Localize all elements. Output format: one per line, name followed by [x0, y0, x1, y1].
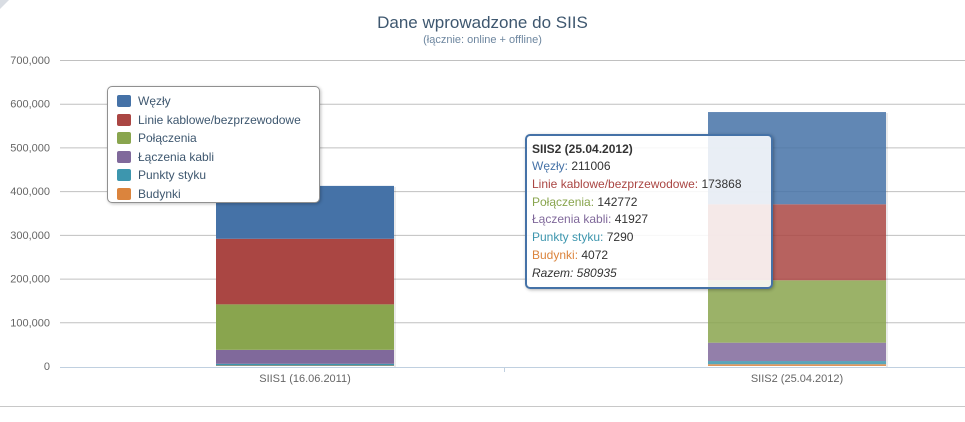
legend-swatch: [117, 169, 131, 182]
y-tick-label: 500,000: [10, 142, 50, 154]
tooltip-value: 4072: [581, 247, 609, 262]
tooltip-row: Węzły: 211006: [532, 158, 771, 176]
bar-shadow: [886, 113, 888, 367]
bar-shadow: [394, 186, 396, 367]
legend-label: Budynki: [138, 186, 181, 201]
legend-swatch: [117, 150, 131, 163]
bar-segment: [708, 361, 886, 365]
tooltip-label: Linie kablowe/bezprzewodowe:: [532, 176, 699, 191]
tooltip-label: Połączenia:: [532, 194, 595, 209]
tooltip-row: Łączenia kabli: 41927: [532, 211, 771, 229]
tooltip-total: Razem: 580935: [532, 265, 617, 280]
legend-label: Łączenia kabli: [138, 149, 215, 164]
legend-item-polaczenia[interactable]: Połączenia: [117, 129, 319, 148]
legend: Węzły Linie kablowe/bezprzewodowe Połącz…: [107, 86, 320, 203]
tooltip-label: Węzły:: [532, 159, 568, 173]
legend-swatch: [117, 132, 131, 145]
legend-item-budynki[interactable]: Budynki: [117, 185, 319, 204]
tooltip-value: 173868: [701, 176, 742, 191]
legend-swatch: [117, 95, 131, 108]
tooltip-value: 142772: [597, 194, 638, 209]
chart-subtitle: (łącznie: online + offline): [423, 34, 542, 46]
tooltip-label: Łączenia kabli:: [532, 212, 612, 227]
y-tick-label: 600,000: [10, 99, 50, 111]
bar-segment: [216, 304, 394, 350]
bar-segment: [708, 342, 886, 362]
tooltip-value: 211006: [571, 159, 611, 173]
bar-segment: [216, 349, 394, 364]
legend-swatch: [117, 187, 131, 200]
y-tick-label: 300,000: [10, 230, 50, 242]
bar-segment: [708, 364, 886, 366]
corner-fold-icon: [0, 0, 9, 9]
chart-title: Dane wprowadzone do SIIS: [377, 13, 588, 32]
y-tick-label: 200,000: [10, 274, 50, 286]
legend-item-linie[interactable]: Linie kablowe/bezprzewodowe: [117, 111, 319, 130]
tooltip-label: Budynki:: [532, 247, 579, 262]
legend-label: Połączenia: [138, 131, 197, 146]
tooltip-label: Punkty styku:: [532, 230, 604, 245]
tooltip-row: Budynki: 4072: [532, 247, 771, 265]
bar-segment: [216, 238, 394, 305]
y-tick-label: 0: [44, 361, 50, 373]
x-tick-label: SIIS1 (16.06.2011): [259, 373, 351, 385]
y-tick-label: 400,000: [10, 186, 50, 198]
bar-segment: [708, 280, 886, 343]
legend-label: Punkty styku: [138, 168, 207, 183]
tooltip-row: Połączenia: 142772: [532, 194, 771, 212]
legend-item-wezly[interactable]: Węzły: [117, 92, 319, 111]
tooltip: SIIS2 (25.04.2012) Węzły: 211006 Linie k…: [525, 134, 773, 289]
legend-item-laczenia[interactable]: Łączenia kabli: [117, 148, 319, 167]
tooltip-row: Punkty styku: 7290: [532, 229, 771, 247]
bar-segment: [216, 363, 394, 366]
tooltip-value: 41927: [614, 212, 649, 227]
x-tick-label: SIIS2 (25.04.2012): [751, 373, 843, 385]
legend-swatch: [117, 113, 131, 126]
tooltip-value: 7290: [606, 230, 634, 245]
y-tick-label: 700,000: [10, 55, 50, 67]
legend-label: Linie kablowe/bezprzewodowe: [138, 112, 301, 127]
legend-label: Węzły: [138, 94, 171, 109]
legend-item-punkty[interactable]: Punkty styku: [117, 166, 319, 185]
tooltip-header: SIIS2 (25.04.2012): [532, 142, 633, 156]
tooltip-row: Linie kablowe/bezprzewodowe: 173868: [532, 176, 771, 194]
y-tick-label: 100,000: [10, 317, 50, 329]
